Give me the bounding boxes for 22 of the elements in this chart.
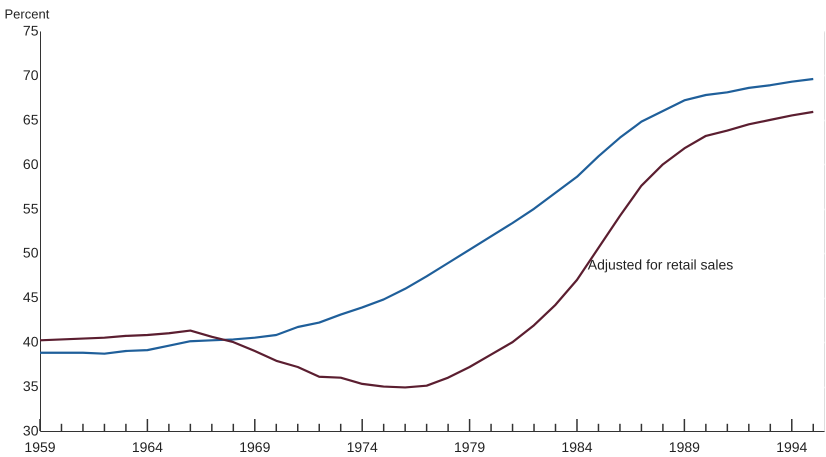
x-tick-label: 1964 <box>132 439 164 455</box>
y-tick-label: 30 <box>22 422 39 438</box>
line-series <box>38 110 814 389</box>
y-tick-label: 65 <box>22 111 39 128</box>
y-tick-label: 60 <box>22 156 39 172</box>
y-tick-label: 35 <box>22 378 39 394</box>
x-tick-label: 1979 <box>454 439 486 455</box>
y-tick-label: 70 <box>22 66 39 83</box>
x-tick-label: 1969 <box>239 439 271 455</box>
x-tick-label: 1959 <box>24 439 56 455</box>
x-tick-label: 1984 <box>561 439 593 455</box>
line-series <box>38 78 814 355</box>
x-tick-label: 1994 <box>776 439 808 455</box>
x-tick-label: 1974 <box>346 439 378 455</box>
y-tick-label: 50 <box>22 244 39 261</box>
y-tick-label: 45 <box>22 289 39 306</box>
annotation: Adjusted for retail sales <box>588 256 734 273</box>
y-axis-title: Percent <box>4 6 50 22</box>
y-tick-label: 55 <box>22 200 39 216</box>
y-tick-label: 75 <box>22 22 39 38</box>
x-tick-label: 1989 <box>668 439 700 455</box>
y-tick-label: 40 <box>22 334 39 350</box>
